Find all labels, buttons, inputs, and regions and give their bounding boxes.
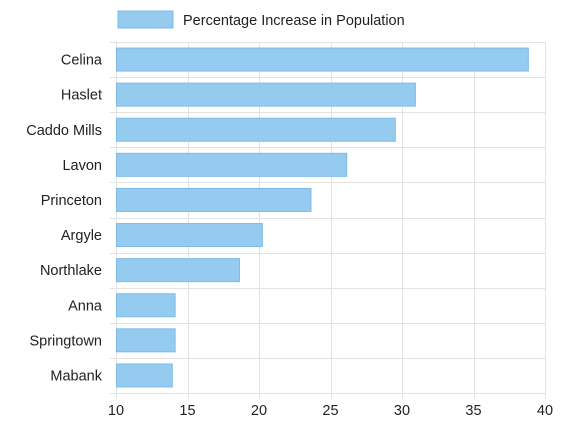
category-label-haslet: Haslet <box>61 88 102 104</box>
bar-springtown <box>116 328 176 353</box>
category-label-celina: Celina <box>61 53 103 69</box>
category-label-argyle: Argyle <box>61 228 102 244</box>
category-label-caddo-mills: Caddo Mills <box>26 123 102 139</box>
bar-mabank <box>116 363 173 388</box>
category-label-princeton: Princeton <box>41 193 102 209</box>
category-label-anna: Anna <box>68 298 103 314</box>
category-label-lavon: Lavon <box>62 158 102 174</box>
bar-caddo-mills <box>116 117 396 142</box>
category-label-springtown: Springtown <box>29 333 102 349</box>
legend-swatch <box>117 10 174 29</box>
legend-label: Percentage Increase in Population <box>183 13 405 29</box>
x-tick-label-10: 10 <box>108 403 124 419</box>
bar-princeton <box>116 187 312 212</box>
x-tick-label-20: 20 <box>251 403 267 419</box>
x-tick-label-15: 15 <box>179 403 195 419</box>
bar-northlake <box>116 258 240 283</box>
bar-haslet <box>116 82 416 107</box>
bar-anna <box>116 293 176 318</box>
x-tick-label-25: 25 <box>322 403 338 419</box>
x-tick-label-30: 30 <box>394 403 410 419</box>
x-axis-tick-labels: 10 15 20 25 30 35 40 <box>108 403 553 419</box>
grid <box>110 42 546 399</box>
bar-celina <box>116 47 529 72</box>
category-label-mabank: Mabank <box>50 368 102 384</box>
bar-lavon <box>116 152 348 177</box>
x-tick-label-35: 35 <box>465 403 481 419</box>
category-labels: Celina Haslet Caddo Mills Lavon Princeton Arg… <box>26 53 103 385</box>
legend: Percentage Increase in Population <box>117 10 405 29</box>
bars <box>116 47 529 388</box>
x-tick-label-40: 40 <box>537 403 553 419</box>
category-label-northlake: Northlake <box>40 263 102 279</box>
bar-argyle <box>116 223 263 248</box>
